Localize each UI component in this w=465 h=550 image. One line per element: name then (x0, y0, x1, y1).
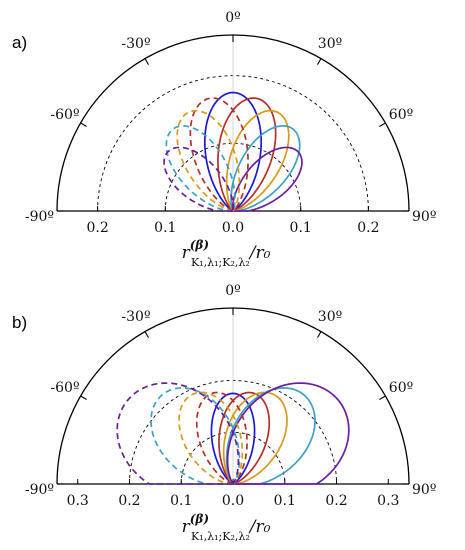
angle-tick-label: -30º (121, 36, 150, 52)
angle-tick-label: -30º (121, 309, 150, 325)
radial-tick-label: 0.2 (357, 220, 379, 236)
radial-tick-label: 0.1 (290, 220, 312, 236)
angle-tick-label: -60º (50, 107, 79, 123)
angle-tick-label: 0º (225, 10, 241, 26)
angle-tick (80, 395, 87, 400)
panel-label: a) (12, 33, 27, 52)
series-lobe-dashed-orange (178, 391, 244, 485)
panel-label: b) (12, 313, 27, 332)
angle-tick (379, 122, 386, 127)
angle-tick-label: 30º (318, 36, 342, 52)
radial-axis-label: r(β) K₁,λ₁;K₂,λ₂/r₀ (182, 238, 271, 269)
series-lobe-solid-purple (226, 382, 350, 485)
angle-tick (317, 58, 322, 65)
angle-tick-label: -90º (25, 482, 54, 498)
angle-tick-label: 90º (412, 482, 436, 498)
angle-tick-label: 90º (412, 209, 436, 225)
angle-tick (144, 58, 149, 65)
series-lobe-dashed-purple (116, 382, 240, 485)
grid-circle (164, 143, 302, 212)
radial-tick-label: 0.1 (170, 493, 192, 509)
series-lobe-solid-blue (203, 91, 263, 212)
angle-tick (80, 122, 87, 127)
radial-tick-label: 0.2 (325, 493, 347, 509)
angle-tick-label: -90º (25, 209, 54, 225)
radial-tick-label: 0.1 (274, 493, 296, 509)
radial-axis-label: r(β) K₁,λ₁;K₂,λ₂/r₀ (182, 512, 271, 543)
angle-tick-label: 60º (389, 107, 413, 123)
panel-b: b) -90º -60º -30º 0º 30º 60º 90º 0.3 0.2 0.1 0.0 0.1… (12, 283, 436, 543)
series-lobe-dashed-red (195, 391, 248, 485)
radial-tick-label: 0.1 (154, 220, 176, 236)
series-lobe-dashed-cyan (150, 387, 241, 485)
grid-circle (180, 431, 286, 485)
series-lobe-solid-orange (225, 109, 290, 212)
series-lobe-dashed-red (189, 97, 249, 212)
radial-tick-label: 0.2 (86, 220, 108, 236)
radial-tick-label: 0.0 (222, 493, 244, 509)
angle-tick (379, 395, 386, 400)
panel-a: a) -90º -60º -30º 0º 30º 60º 90º 0.2 0.1 0.0 0.1 0.2… (12, 10, 436, 269)
angle-tick-label: -60º (50, 380, 79, 396)
series-lobe-dashed-purple (163, 146, 235, 212)
radial-tick-label: 0.3 (67, 493, 89, 509)
angle-tick (144, 331, 149, 338)
angle-tick-label: 0º (225, 283, 241, 299)
radial-tick-label: 0.2 (118, 493, 140, 509)
radial-tick-label: 0.3 (377, 493, 399, 509)
radial-tick-label: 0.0 (222, 220, 244, 236)
angle-tick-label: 30º (318, 309, 342, 325)
series-lobe-solid-red (217, 97, 277, 212)
angle-tick-label: 60º (389, 380, 413, 396)
angle-tick (317, 331, 322, 338)
